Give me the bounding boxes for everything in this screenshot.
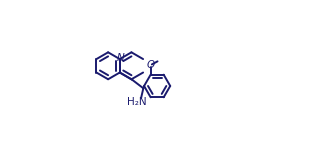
- Text: H₂N: H₂N: [127, 97, 146, 107]
- Text: N: N: [116, 53, 124, 63]
- Text: O: O: [146, 60, 155, 71]
